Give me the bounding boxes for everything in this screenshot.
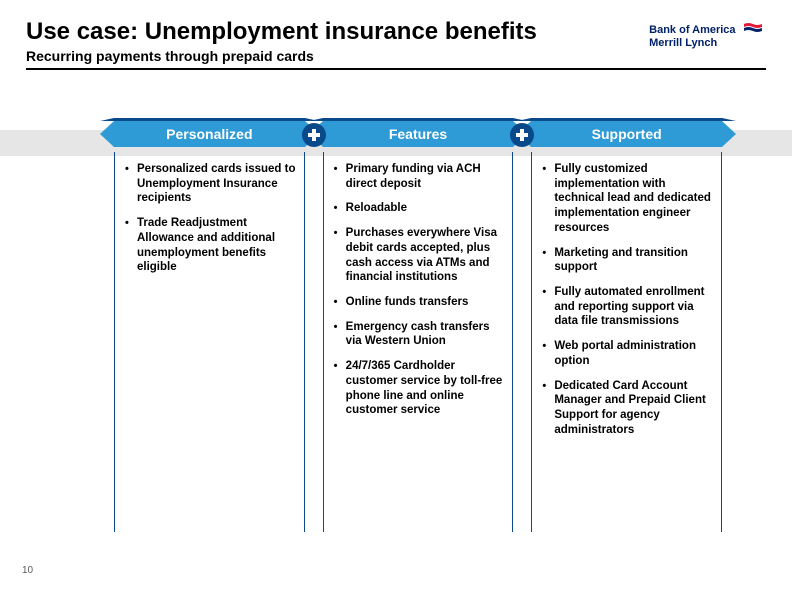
flag-icon [744, 20, 762, 38]
column-body: Primary funding via ACH direct deposit R… [323, 152, 514, 532]
columns-container: Personalized Personalized cards issued t… [114, 118, 722, 532]
list-item: Web portal administration option [538, 339, 715, 368]
page-subtitle: Recurring payments through prepaid cards [26, 48, 766, 64]
logo-line-1: Bank of America [649, 24, 735, 36]
bullet-list: Primary funding via ACH direct deposit R… [330, 162, 507, 418]
column-header: Features [323, 118, 514, 152]
column-supported: Supported Fully customized implementatio… [531, 118, 722, 532]
list-item: Trade Readjustment Allowance and additio… [121, 216, 298, 275]
bullet-list: Fully customized implementation with tec… [538, 162, 715, 438]
brand-logo: Bank of America Merrill Lynch [649, 20, 762, 49]
column-features: Features Primary funding via ACH direct … [323, 118, 514, 532]
list-item: Emergency cash transfers via Western Uni… [330, 320, 507, 349]
list-item: Purchases everywhere Visa debit cards ac… [330, 226, 507, 285]
column-personalized: Personalized Personalized cards issued t… [114, 118, 305, 532]
logo-line-2: Merrill Lynch [649, 38, 762, 49]
list-item: Fully customized implementation with tec… [538, 162, 715, 236]
column-heading: Personalized [114, 121, 305, 147]
bullet-list: Personalized cards issued to Unemploymen… [121, 162, 298, 275]
column-heading: Features [323, 121, 514, 147]
column-body: Fully customized implementation with tec… [531, 152, 722, 532]
column-header: Supported [531, 118, 722, 152]
list-item: Fully automated enrollment and reporting… [538, 285, 715, 329]
list-item: Marketing and transition support [538, 246, 715, 275]
list-item: Dedicated Card Account Manager and Prepa… [538, 379, 715, 438]
column-body: Personalized cards issued to Unemploymen… [114, 152, 305, 532]
column-header: Personalized [114, 118, 305, 152]
list-item: 24/7/365 Cardholder customer service by … [330, 359, 507, 418]
slide: Bank of America Merrill Lynch Use case: … [0, 0, 792, 594]
list-item: Online funds transfers [330, 295, 507, 310]
page-number: 10 [22, 565, 33, 576]
list-item: Reloadable [330, 201, 507, 216]
plus-icon [302, 123, 326, 147]
column-heading: Supported [531, 121, 722, 147]
list-item: Primary funding via ACH direct deposit [330, 162, 507, 191]
list-item: Personalized cards issued to Unemploymen… [121, 162, 298, 206]
